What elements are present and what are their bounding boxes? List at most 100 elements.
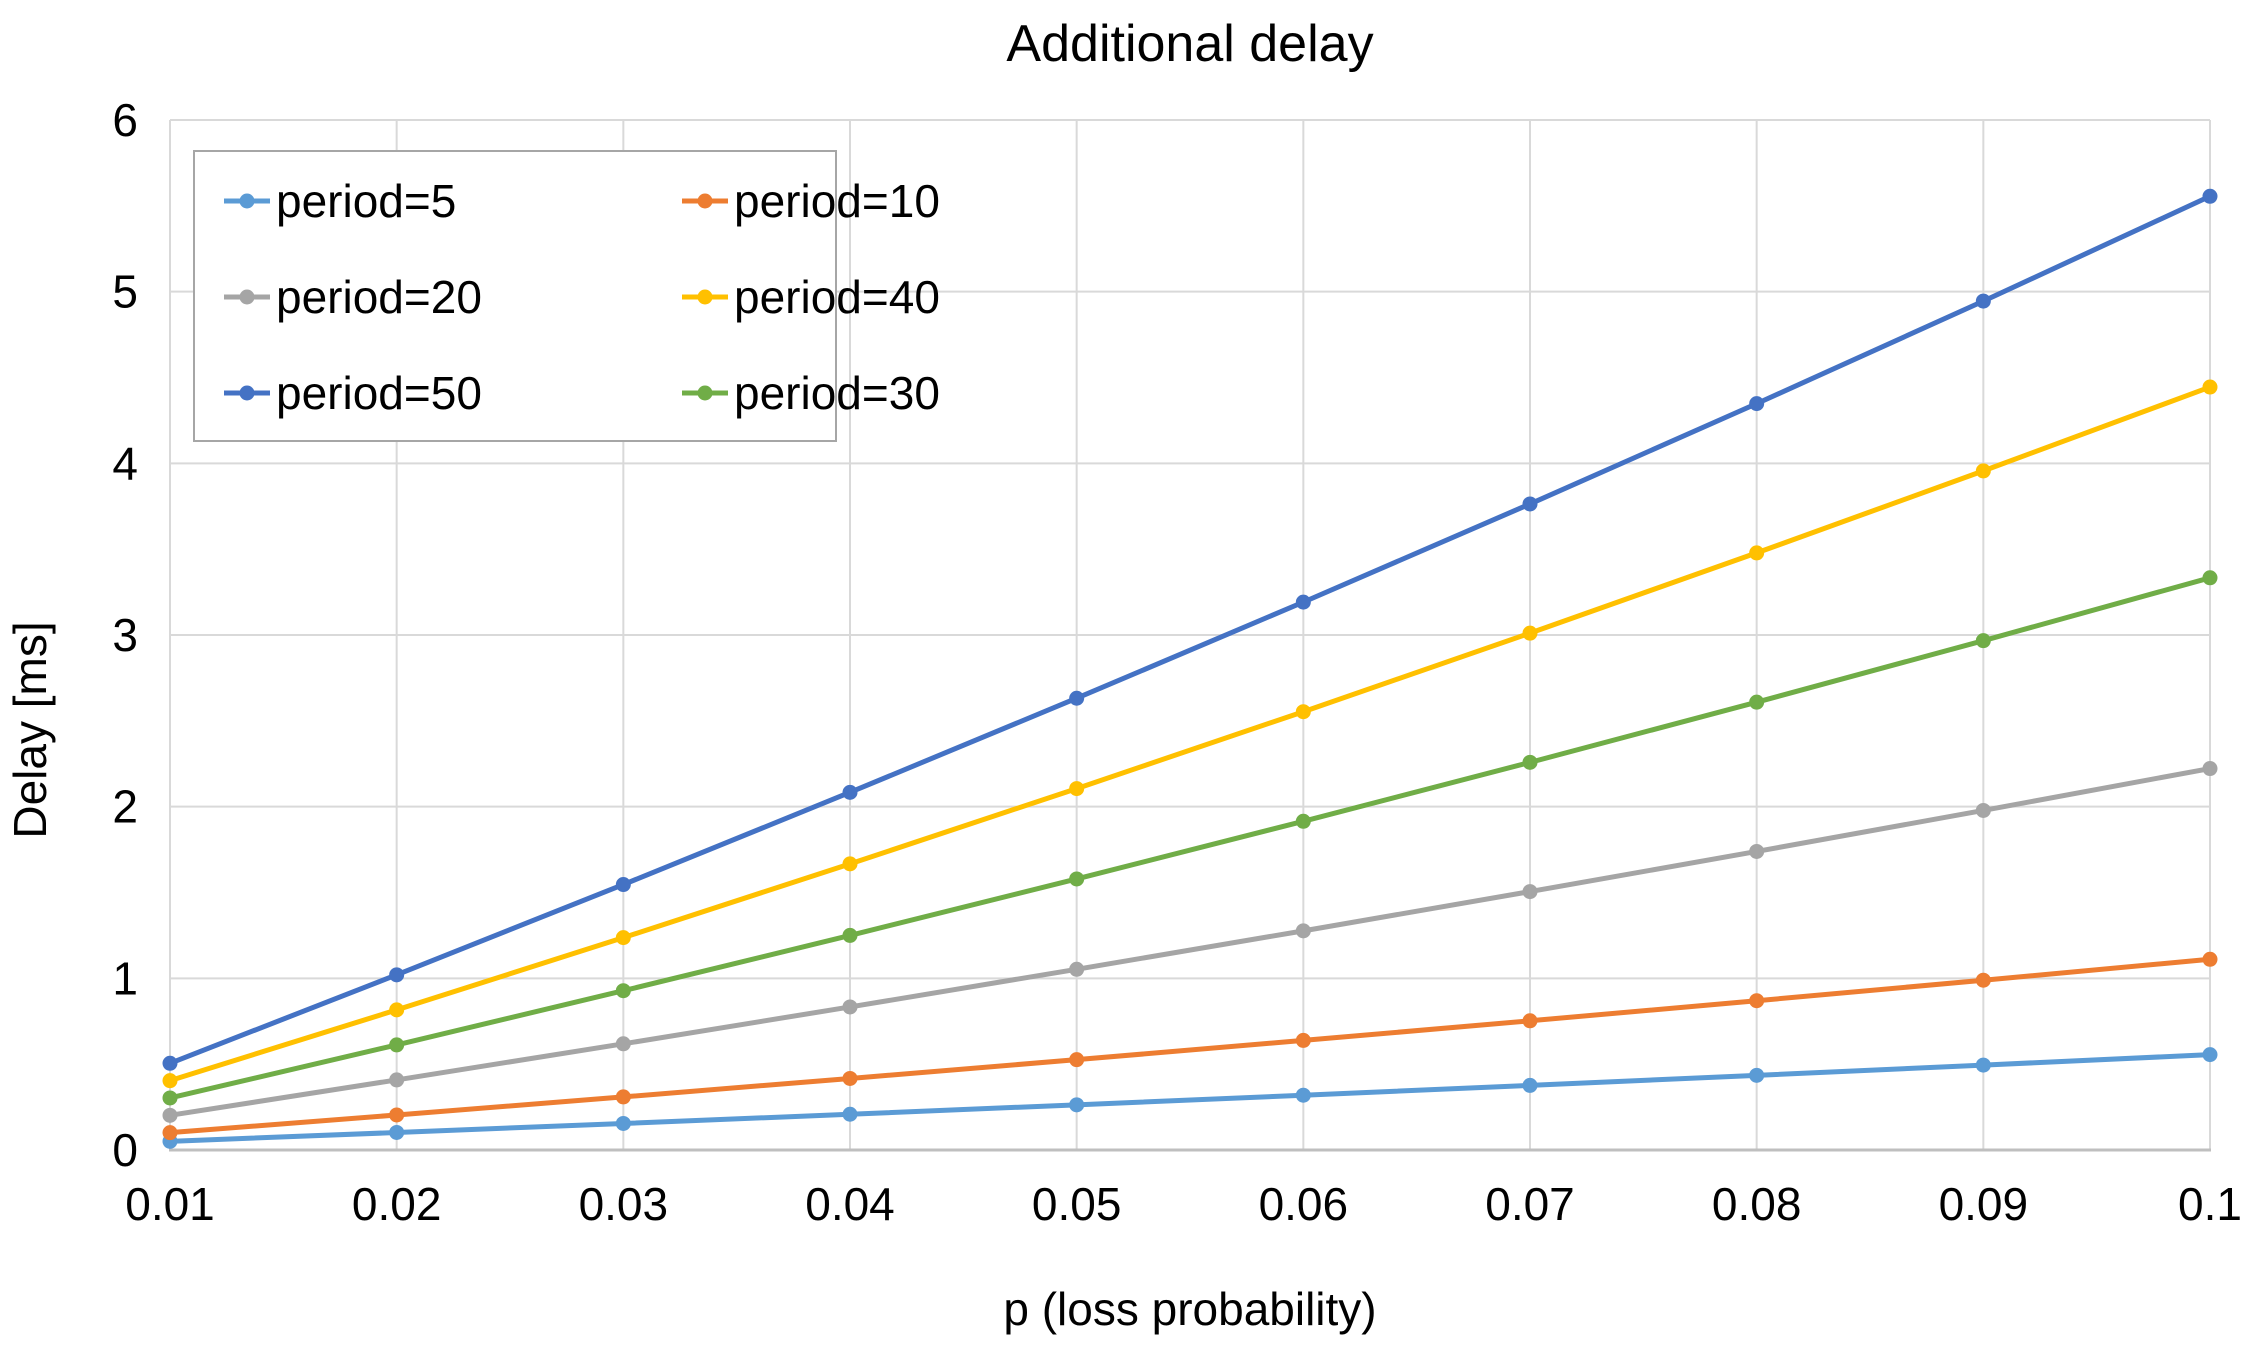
data-point-period=20 xyxy=(389,1072,405,1088)
y-tick-label: 2 xyxy=(112,781,138,833)
legend-item-period=30: period=30 xyxy=(682,366,940,420)
legend-marker-icon xyxy=(224,385,270,401)
data-point-period=30 xyxy=(615,983,631,999)
data-point-period=30 xyxy=(1295,813,1311,829)
data-point-period=50 xyxy=(842,784,858,800)
series-line-period=30 xyxy=(167,575,2213,1101)
data-point-period=10 xyxy=(1975,972,1991,988)
data-point-period=10 xyxy=(842,1070,858,1086)
legend-label: period=5 xyxy=(276,175,457,227)
data-point-period=5 xyxy=(1069,1097,1085,1113)
data-point-period=20 xyxy=(162,1107,178,1123)
data-point-period=20 xyxy=(842,999,858,1015)
data-point-period=10 xyxy=(162,1125,178,1141)
data-point-period=5 xyxy=(389,1124,405,1140)
data-point-period=50 xyxy=(615,877,631,893)
y-tick-label: 0 xyxy=(112,1124,138,1176)
data-point-period=30 xyxy=(1522,754,1538,770)
data-point-period=50 xyxy=(1749,396,1765,412)
legend-item-period=10: period=10 xyxy=(682,174,940,228)
data-point-period=50 xyxy=(1295,594,1311,610)
data-point-period=30 xyxy=(1069,871,1085,887)
data-point-period=5 xyxy=(1975,1057,1991,1073)
data-point-period=40 xyxy=(842,856,858,872)
x-tick-label: 0.07 xyxy=(1485,1178,1575,1230)
data-point-period=30 xyxy=(389,1037,405,1053)
data-point-period=20 xyxy=(1522,884,1538,900)
legend-marker-icon xyxy=(682,385,728,401)
series-line-period=20 xyxy=(167,766,2213,1118)
legend-label: period=10 xyxy=(734,175,940,227)
y-tick-label: 3 xyxy=(112,609,138,661)
x-axis-title: p (loss probability) xyxy=(1003,1283,1377,1335)
legend-label: period=50 xyxy=(276,367,482,419)
y-tick-label: 6 xyxy=(112,94,138,146)
data-point-period=5 xyxy=(615,1115,631,1131)
x-tick-label: 0.02 xyxy=(352,1178,442,1230)
legend-item-period=50: period=50 xyxy=(224,366,682,420)
data-point-period=10 xyxy=(1522,1013,1538,1029)
data-point-period=50 xyxy=(389,967,405,983)
data-point-period=10 xyxy=(1749,993,1765,1009)
data-point-period=30 xyxy=(2202,570,2218,586)
data-point-period=50 xyxy=(162,1055,178,1071)
data-point-period=50 xyxy=(2202,188,2218,204)
legend-label: period=20 xyxy=(276,271,482,323)
series-line-period=50 xyxy=(167,193,2213,1066)
data-point-period=40 xyxy=(1522,625,1538,641)
x-tick-label: 0.1 xyxy=(2178,1178,2242,1230)
data-point-period=40 xyxy=(1069,781,1085,797)
x-tick-label: 0.01 xyxy=(125,1178,215,1230)
data-point-period=20 xyxy=(1295,923,1311,939)
data-point-period=30 xyxy=(1749,694,1765,710)
series-line-period=40 xyxy=(167,384,2213,1084)
y-tick-label: 5 xyxy=(112,266,138,318)
data-point-period=30 xyxy=(1975,633,1991,649)
legend-item-period=20: period=20 xyxy=(224,270,682,324)
x-tick-label: 0.04 xyxy=(805,1178,895,1230)
legend-item-period=40: period=40 xyxy=(682,270,940,324)
data-point-period=40 xyxy=(1749,545,1765,561)
data-point-period=10 xyxy=(1069,1052,1085,1068)
data-point-period=20 xyxy=(1069,961,1085,977)
data-point-period=10 xyxy=(1295,1032,1311,1048)
data-point-period=20 xyxy=(2202,761,2218,777)
data-point-period=5 xyxy=(2202,1047,2218,1063)
legend-marker-icon xyxy=(224,289,270,305)
data-point-period=50 xyxy=(1975,293,1991,309)
data-point-period=5 xyxy=(1522,1077,1538,1093)
y-tick-label: 4 xyxy=(112,437,138,489)
y-tick-label: 1 xyxy=(112,952,138,1004)
legend-item-period=5: period=5 xyxy=(224,174,682,228)
x-tick-label: 0.08 xyxy=(1712,1178,1802,1230)
legend-marker-icon xyxy=(224,193,270,209)
data-point-period=40 xyxy=(2202,379,2218,395)
data-point-period=50 xyxy=(1069,690,1085,706)
legend: period=5 period=10 period=20 period=40 perio… xyxy=(193,150,940,442)
data-point-period=20 xyxy=(1749,843,1765,859)
series-line-period=10 xyxy=(167,956,2213,1136)
x-tick-label: 0.05 xyxy=(1032,1178,1122,1230)
data-point-period=10 xyxy=(615,1089,631,1105)
data-point-period=20 xyxy=(1975,802,1991,818)
data-point-period=5 xyxy=(1749,1067,1765,1083)
legend-marker-icon xyxy=(682,289,728,305)
data-point-period=40 xyxy=(1295,704,1311,720)
data-point-period=40 xyxy=(162,1073,178,1089)
data-point-period=20 xyxy=(615,1036,631,1052)
x-tick-label: 0.06 xyxy=(1259,1178,1349,1230)
data-point-period=30 xyxy=(842,927,858,943)
chart-title: Additional delay xyxy=(1006,15,1374,73)
data-point-period=10 xyxy=(389,1107,405,1123)
data-point-period=10 xyxy=(2202,951,2218,967)
data-point-period=40 xyxy=(615,930,631,946)
x-tick-label: 0.09 xyxy=(1939,1178,2029,1230)
legend-label: period=30 xyxy=(734,367,940,419)
y-axis-title-text: Delay [ms] xyxy=(4,621,56,839)
legend-marker-icon xyxy=(682,193,728,209)
data-point-period=50 xyxy=(1522,496,1538,512)
data-point-period=40 xyxy=(1975,463,1991,479)
series-line-period=5 xyxy=(167,1052,2213,1144)
data-point-period=40 xyxy=(389,1002,405,1018)
